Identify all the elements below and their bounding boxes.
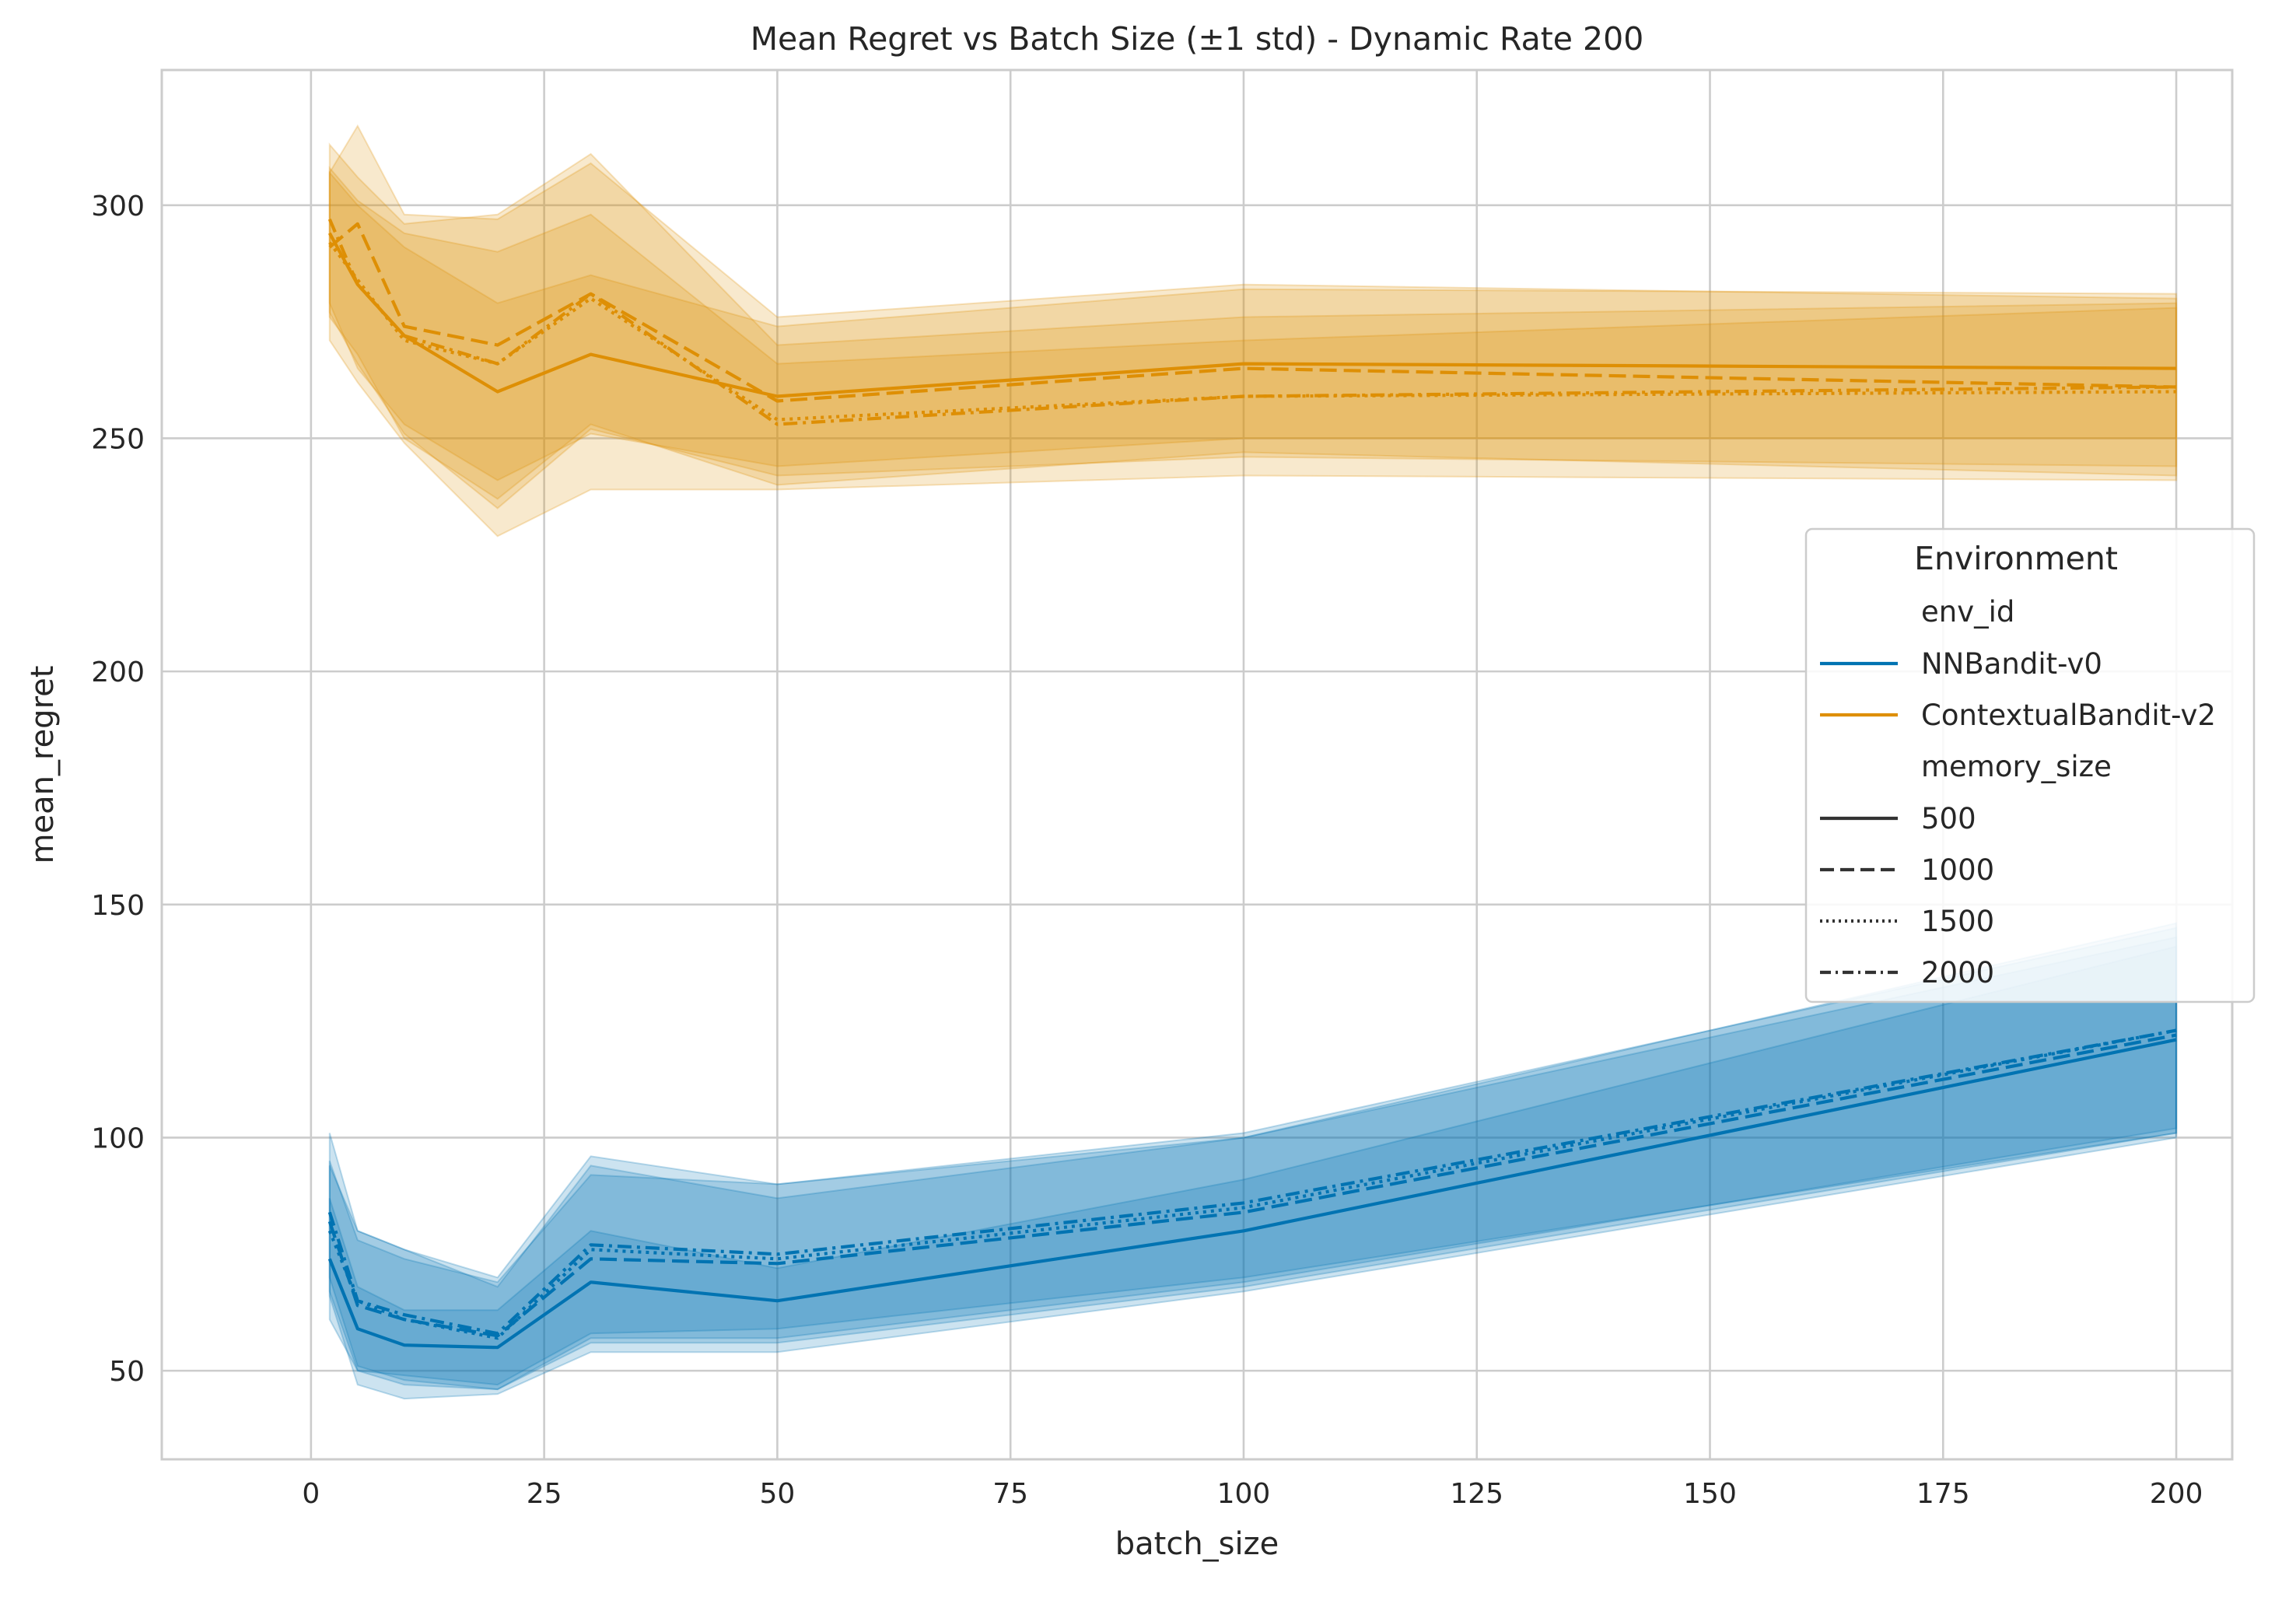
series-line xyxy=(327,1028,2177,1336)
x-tick-label: 125 xyxy=(1450,1478,1503,1510)
y-tick-label: 50 xyxy=(109,1356,145,1388)
legend: Environment env_id NNBandit-v0 Contextual… xyxy=(1804,527,2256,1003)
confidence-band xyxy=(328,936,2178,1391)
legend-style-header: memory_size xyxy=(1921,750,2112,783)
x-tick-label: 0 xyxy=(302,1478,320,1510)
legend-hue-entries: NNBandit-v0 ContextualBandit-v2 xyxy=(1820,647,2216,732)
y-tick-label: 200 xyxy=(91,657,145,688)
y-axis-label: mean_regret xyxy=(25,666,61,864)
series-line xyxy=(328,222,2177,403)
confidence-band xyxy=(328,945,2178,1386)
series-lines xyxy=(327,218,2177,1350)
chart-title: Mean Regret vs Batch Size (±1 std) - Dyn… xyxy=(751,20,1644,58)
legend-hue-label: NNBandit-v0 xyxy=(1921,647,2102,681)
confidence-band xyxy=(328,922,2178,1400)
x-tick-label: 25 xyxy=(527,1478,562,1510)
legend-style-label: 1500 xyxy=(1921,905,1994,938)
confidence-band xyxy=(328,124,2178,500)
x-tick-label: 150 xyxy=(1683,1478,1737,1510)
legend-hue-label: ContextualBandit-v2 xyxy=(1921,699,2216,732)
y-tick-label: 100 xyxy=(91,1122,145,1154)
confidence-band xyxy=(328,170,2178,482)
x-tick-label: 50 xyxy=(759,1478,795,1510)
confidence-bands xyxy=(328,124,2178,1400)
x-tick-label: 175 xyxy=(1916,1478,1970,1510)
grid xyxy=(162,70,2232,1459)
x-axis-label: batch_size xyxy=(1115,1526,1279,1562)
y-tick-labels: 50 100 150 200 250 300 xyxy=(91,191,145,1388)
y-tick-label: 300 xyxy=(91,191,145,222)
legend-style-label: 2000 xyxy=(1921,956,1994,989)
legend-hue-header: env_id xyxy=(1921,595,2014,629)
confidence-band xyxy=(328,142,2178,538)
x-tick-label: 200 xyxy=(2150,1478,2203,1510)
x-tick-label: 75 xyxy=(992,1478,1028,1510)
x-tick-label: 100 xyxy=(1217,1478,1271,1510)
y-tick-label: 150 xyxy=(91,890,145,922)
confidence-band xyxy=(328,926,2178,1391)
series-line xyxy=(327,1028,2177,1340)
legend-style-label: 500 xyxy=(1921,802,1976,835)
y-tick-label: 250 xyxy=(91,423,145,455)
series-line xyxy=(327,232,2177,398)
x-tick-labels: 0 25 50 75 100 125 150 175 200 xyxy=(302,1478,2203,1510)
series-line xyxy=(327,1038,2177,1350)
legend-style-label: 1000 xyxy=(1921,853,1994,887)
legend-title: Environment xyxy=(1914,540,2118,577)
legend-box xyxy=(1804,527,2256,1003)
series-line xyxy=(327,1033,2177,1338)
legend-style-entries: 500 1000 1500 2000 xyxy=(1820,802,1994,989)
